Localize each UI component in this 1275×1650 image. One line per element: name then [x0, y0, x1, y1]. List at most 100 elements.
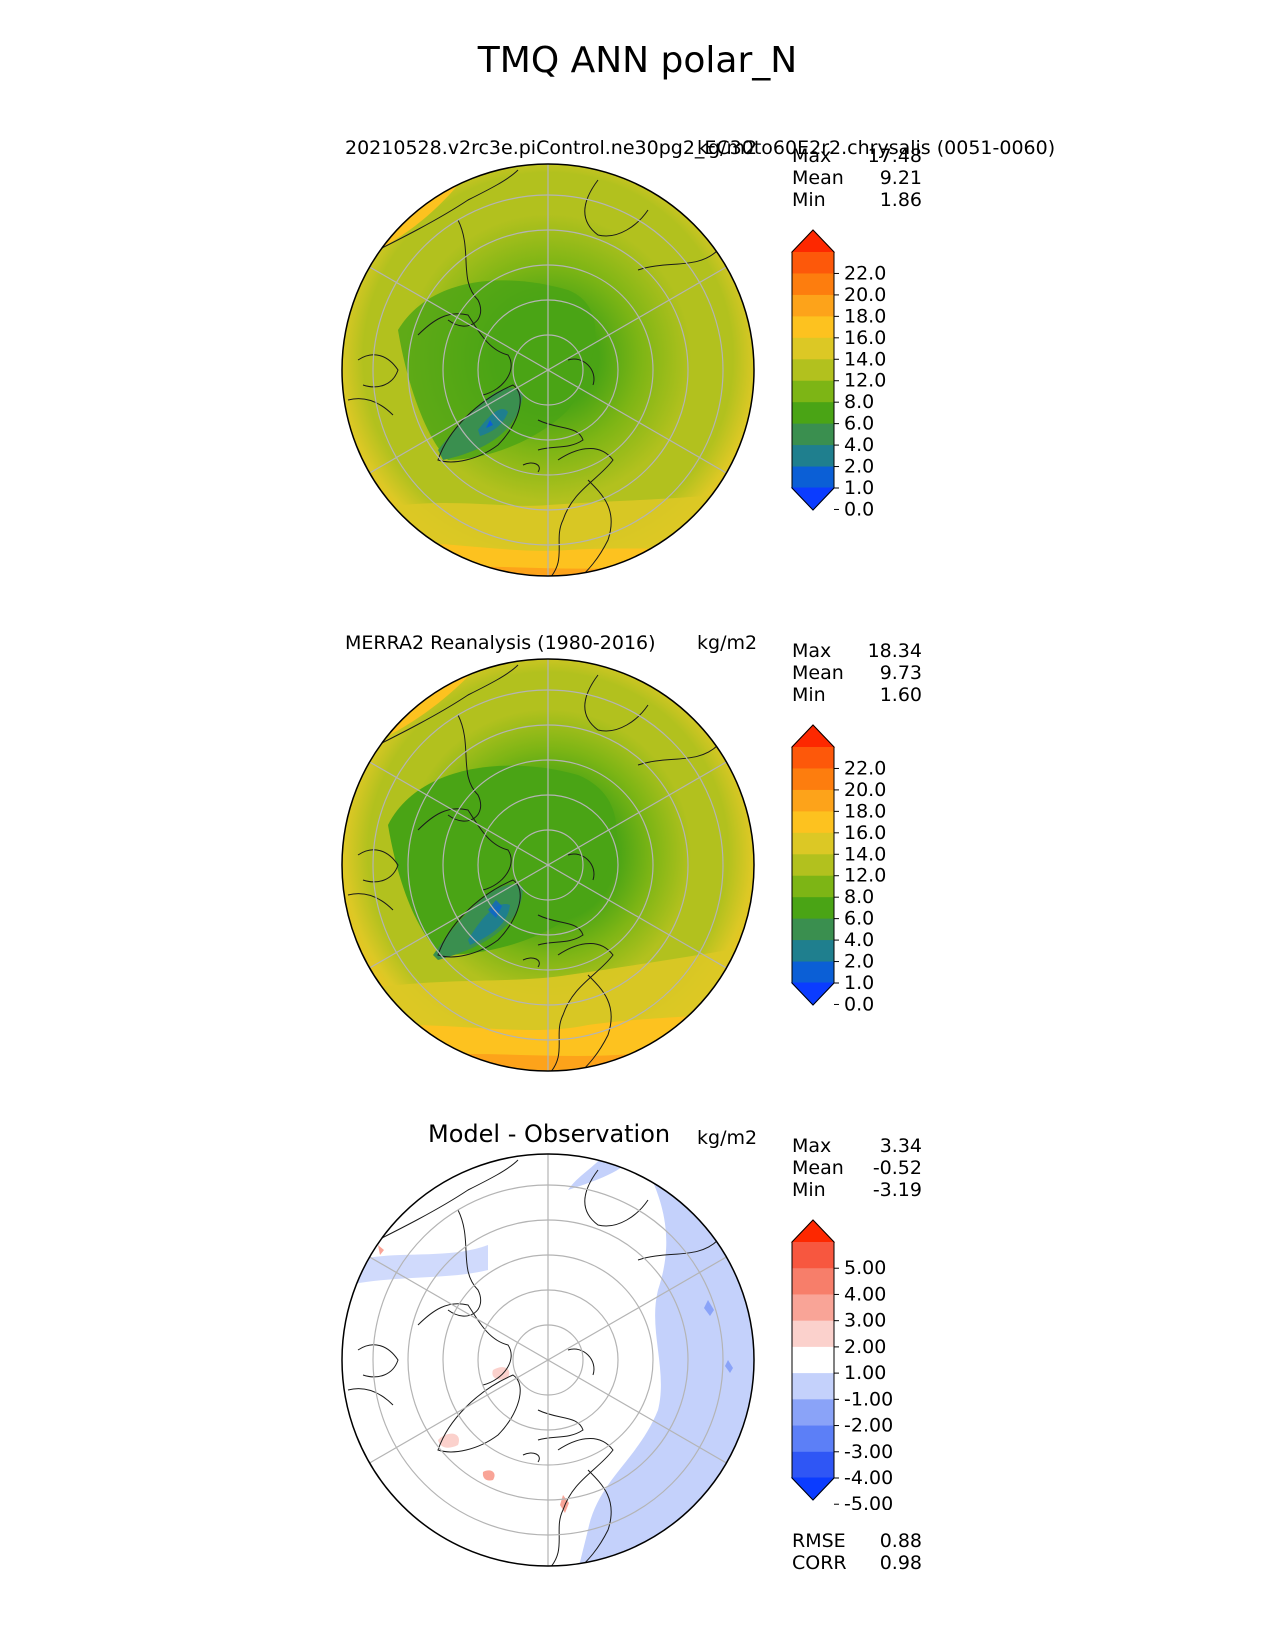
colorbar-tick-label: 1.0: [844, 477, 874, 499]
colorbar-tick-label: 5.00: [844, 1257, 886, 1279]
panel-units-diff: kg/m2: [697, 1127, 758, 1149]
colorbar-segment: [792, 918, 834, 941]
stat-value: 17.48: [867, 145, 922, 167]
greenland-low: [433, 884, 523, 960]
colorbar-tick-label: 4.0: [844, 434, 874, 456]
stat-label: Mean: [792, 662, 844, 684]
colorbar-segment: [792, 897, 834, 920]
stat-value: 1.86: [879, 189, 922, 211]
colorbar-tick-label: -3.00: [844, 1441, 893, 1463]
colorbar-tick-label: -1.00: [844, 1388, 893, 1410]
stat-min: Min -3.19: [792, 1179, 922, 1201]
colorbar-segment: [792, 337, 834, 360]
colorbar-tick-label: 6.0: [844, 908, 874, 930]
stat-rmse: RMSE 0.88: [792, 1530, 922, 1552]
colorbar-diff: 5.00 4.00 3.00 2.00 1.00 -1.00 -2.00 -3.00 -4.00…: [790, 1219, 893, 1510]
stat-value: 9.21: [879, 167, 922, 189]
colorbar-tick-label: 16.0: [844, 327, 886, 349]
colorbar-tick-label: 2.00: [844, 1336, 886, 1358]
coastline: [347, 169, 719, 576]
stat-label: RMSE: [792, 1530, 846, 1552]
stat-label: Mean: [792, 1157, 844, 1179]
colorbar-segment: [792, 832, 834, 855]
colorbar-segment: [792, 359, 834, 382]
colorbar-segment: [792, 961, 834, 984]
stat-label: Max: [792, 145, 832, 167]
colorbar-tick-label: 14.0: [844, 348, 886, 370]
colorbar-tick-label: 0.0: [844, 498, 874, 520]
stat-label: Max: [792, 1135, 832, 1157]
stat-value: 9.73: [879, 662, 922, 684]
colorbar-segment: [792, 940, 834, 963]
colorbar-obs: 22.020.018.016.014.012.08.06.04.02.01.00…: [790, 724, 886, 1015]
stat-max: Max 3.34: [792, 1135, 922, 1157]
colorbar-tick-label: -5.00: [844, 1493, 893, 1510]
colorbar-segment: [792, 747, 834, 769]
polar-map-model: [341, 163, 755, 577]
stat-mean: Mean 9.73: [792, 662, 922, 684]
colorbar-segment: [792, 423, 834, 446]
panel-title-diff: Model - Observation: [428, 1120, 671, 1148]
stat-mean: Mean -0.52: [792, 1157, 922, 1179]
stat-value: -3.19: [872, 1179, 922, 1201]
colorbar-segment: [792, 1399, 834, 1427]
stats-block-model: Max 17.48 Mean 9.21 Min 1.86: [792, 145, 922, 211]
colorbar-tick-label: 12.0: [844, 865, 886, 887]
panel-title-model: 20210528.v2rc3e.piControl.ne30pg2_EC30to…: [345, 137, 1056, 159]
graticule: [369, 164, 727, 576]
colorbar-tick-label: 2.0: [844, 951, 874, 973]
colorbar-segment: [792, 273, 834, 296]
colorbar-segment: [792, 1373, 834, 1400]
colorbar-model: 22.020.018.016.014.012.08.06.04.02.01.00…: [790, 229, 886, 520]
colorbar-tick-label: 20.0: [844, 779, 886, 801]
colorbar-tick-label: 1.0: [844, 972, 874, 994]
colorbar-segment: [792, 1268, 834, 1295]
colorbar-segment: [792, 252, 834, 274]
colorbar-extend-max: [790, 1219, 836, 1243]
graticule: [369, 659, 727, 1071]
colorbar-segment: [792, 768, 834, 791]
colorbar-segment: [792, 380, 834, 403]
colorbar-segment: [792, 789, 834, 812]
colorbar-extend-min: [790, 487, 836, 511]
coastline: [347, 1159, 719, 1566]
colorbar-tick-label: 6.0: [844, 413, 874, 435]
colorbar-tick-label: 4.00: [844, 1283, 886, 1305]
stat-min: Min 1.60: [792, 684, 922, 706]
colorbar-tick-label: 16.0: [844, 822, 886, 844]
stat-value: 0.98: [879, 1552, 922, 1574]
colorbar-segment: [792, 854, 834, 877]
colorbar-segment: [792, 1242, 834, 1269]
colorbar-tick-label: 14.0: [844, 843, 886, 865]
polar-map-obs: [341, 658, 755, 1072]
colorbar-tick-label: 18.0: [844, 305, 886, 327]
colorbar-segment: [792, 1346, 834, 1374]
colorbar-segment: [792, 402, 834, 425]
stats-block-obs: Max 18.34 Mean 9.73 Min 1.60: [792, 640, 922, 706]
stats-block-rmse-corr: RMSE 0.88 CORR 0.98: [792, 1530, 922, 1574]
coastline: [347, 664, 719, 1071]
stat-value: 18.34: [867, 640, 922, 662]
stat-label: Min: [792, 1179, 826, 1201]
map-boundary: [341, 163, 755, 577]
colorbar-tick-label: 1.00: [844, 1362, 886, 1384]
colorbar-tick-label: 8.0: [844, 886, 874, 908]
stat-max: Max 17.48: [792, 145, 922, 167]
colorbar-segment: [792, 1320, 834, 1348]
main-title: TMQ ANN polar_N: [477, 40, 798, 81]
colorbar-extend-max: [790, 724, 836, 748]
colorbar-segment: [792, 1425, 834, 1453]
stat-label: CORR: [792, 1552, 847, 1574]
colorbar-segment: [792, 811, 834, 834]
map-boundary: [341, 1153, 755, 1567]
colorbar-extend-min: [790, 982, 836, 1006]
stat-value: 0.88: [879, 1530, 922, 1552]
stat-mean: Mean 9.21: [792, 167, 922, 189]
colorbar-tick-label: -2.00: [844, 1415, 893, 1437]
panel-title-obs: MERRA2 Reanalysis (1980-2016): [345, 632, 656, 654]
stat-value: 1.60: [879, 684, 922, 706]
stat-label: Min: [792, 189, 826, 211]
colorbar-tick-label: 2.0: [844, 456, 874, 478]
colorbar-tick-label: 22.0: [844, 262, 886, 284]
colorbar-tick-label: 20.0: [844, 284, 886, 306]
